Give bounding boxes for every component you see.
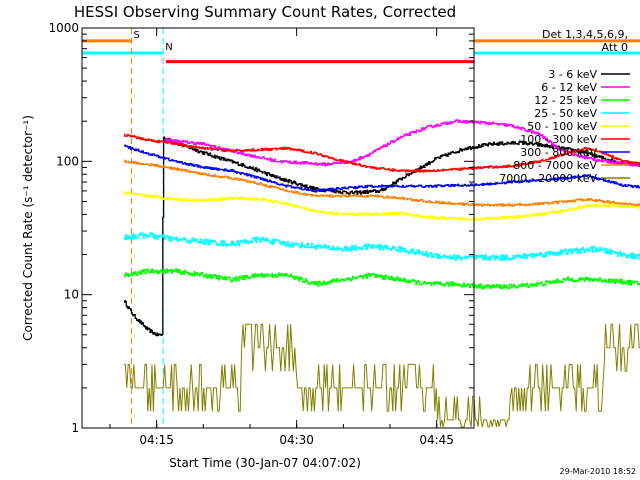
legend-header-attenuator: Att 0: [602, 41, 628, 54]
series-line-8: [124, 323, 640, 428]
legend-label-7: 800 - 7000 keV: [513, 159, 597, 172]
series-line-0: [124, 136, 640, 337]
y-axis: 1 10 100 1000: [48, 21, 474, 435]
flag-label-s: S: [133, 30, 139, 41]
x-axis: 04:15 04:30 04:45: [109, 28, 454, 447]
series-group: [124, 119, 640, 428]
series-line-4: [124, 190, 640, 221]
x-axis-label: Start Time (30-Jan-07 04:07:02): [169, 456, 361, 470]
x-tick-label-1: 04:30: [279, 433, 314, 447]
plot-frame: [81, 27, 475, 429]
legend-label-3: 25 - 50 keV: [534, 107, 597, 120]
legend-label-0: 3 - 6 keV: [548, 68, 597, 81]
legend-header-detectors: Det 1,3,4,5,6,9,: [542, 28, 628, 41]
series-line-5: [124, 133, 640, 173]
legend-label-5: 100 - 300 keV: [520, 133, 597, 146]
legend-label-4: 50 - 100 keV: [527, 120, 597, 133]
series-line-7: [124, 159, 640, 207]
series-line-1: [164, 119, 640, 167]
y-tick-label-1: 10: [64, 288, 79, 302]
y-axis-label: Corrected Count Rate (s⁻¹ detector⁻¹): [21, 115, 35, 341]
y-tick-label-3: 1000: [48, 21, 79, 35]
x-tick-label-0: 04:15: [139, 433, 174, 447]
legend-label-2: 12 - 25 keV: [534, 94, 597, 107]
legend-label-6: 300 - 800 keV: [520, 146, 597, 159]
y-tick-label-0: 1: [71, 421, 79, 435]
legend-label-8: 7000 - 20000 keV: [499, 172, 597, 185]
y-tick-label-2: 100: [56, 154, 79, 168]
footer-timestamp: 29-Mar-2010 18:52: [560, 467, 637, 476]
x-tick-label-2: 04:45: [419, 433, 454, 447]
legend-label-1: 6 - 12 keV: [541, 81, 597, 94]
series-line-6: [124, 144, 640, 193]
series-line-2: [124, 268, 640, 290]
series-line-3: [124, 232, 640, 261]
flag-label-n: N: [165, 42, 172, 53]
attenuator-flags: SNF: [82, 30, 640, 64]
chart-title: HESSI Observing Summary Count Rates, Cor…: [74, 3, 456, 21]
